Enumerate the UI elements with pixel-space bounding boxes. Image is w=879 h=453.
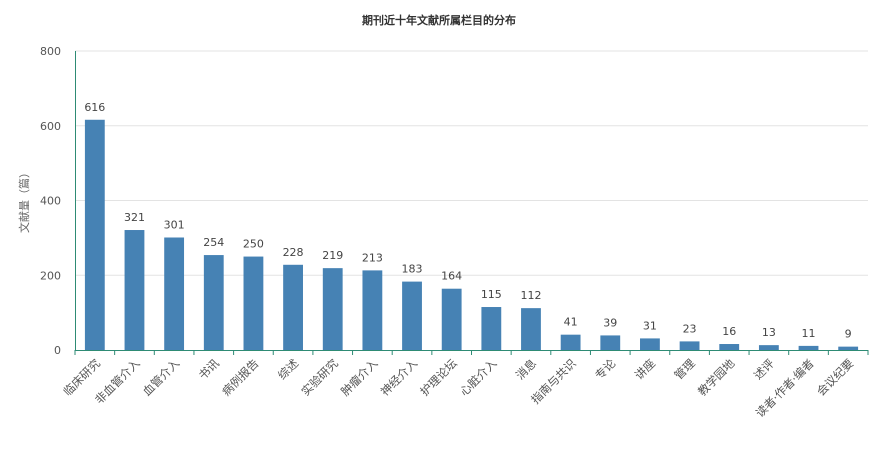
data-label: 41 (564, 316, 578, 329)
x-tick-label: 综述 (275, 356, 302, 383)
x-tick-label: 肿瘤介入 (338, 356, 381, 399)
x-tick-label: 神经介入 (378, 356, 421, 399)
y-tick-label: 200 (40, 269, 61, 282)
data-label: 228 (283, 246, 304, 259)
bar (441, 288, 462, 350)
x-tick-label: 血管介入 (140, 356, 183, 399)
chart-title: 期刊近十年文献所属栏目的分布 (362, 13, 516, 27)
data-label: 183 (402, 263, 423, 276)
data-label: 39 (603, 316, 617, 329)
data-label: 13 (762, 326, 776, 339)
bar (640, 338, 660, 350)
x-tick-label: 讲座 (632, 356, 658, 382)
y-tick-label: 400 (40, 195, 61, 208)
x-tick-label: 消息 (513, 356, 539, 382)
y-tick-label: 0 (54, 344, 61, 357)
data-labels: 616 321 301 254 250 228 219 213 183 164 115 112 41 39… (84, 101, 851, 341)
gridlines (75, 50, 868, 276)
y-tick-label: 600 (40, 120, 61, 133)
y-axis-label: 文献量（篇） (17, 167, 31, 233)
bar (362, 270, 383, 350)
data-label: 112 (520, 289, 541, 302)
data-label: 321 (124, 211, 145, 224)
bar (679, 341, 700, 350)
data-label: 31 (643, 319, 657, 332)
bar (798, 345, 819, 350)
data-label: 213 (362, 251, 383, 264)
bar (84, 119, 105, 351)
data-label: 164 (441, 270, 462, 283)
x-tick-label: 教学园地 (695, 356, 738, 399)
data-label: 115 (481, 288, 502, 301)
data-label: 250 (243, 238, 264, 251)
x-tick-label: 书讯 (196, 356, 223, 383)
data-label: 219 (322, 249, 343, 262)
x-tick-label: 专论 (592, 356, 619, 383)
x-tick-label: 会议纪要 (814, 356, 856, 398)
x-tick-label: 实验研究 (298, 356, 341, 399)
x-tick-label: 心脏介入 (457, 356, 500, 399)
bar (124, 230, 145, 350)
bar (521, 308, 541, 350)
x-tick-label: 护理论坛 (417, 356, 460, 399)
data-label: 254 (203, 236, 224, 249)
x-tick-label: 管理 (672, 356, 699, 383)
data-label: 23 (683, 322, 697, 335)
bar (481, 307, 502, 350)
bar (402, 281, 422, 350)
bar (719, 344, 740, 350)
y-tick-label: 800 (40, 45, 61, 58)
bar (838, 346, 859, 350)
bar (758, 345, 779, 350)
x-axis (74, 350, 869, 355)
x-tick-label: 述评 (751, 356, 778, 383)
bars (84, 119, 859, 351)
x-tick-label: 病例报告 (219, 356, 261, 398)
data-label: 11 (802, 327, 816, 340)
data-label: 301 (164, 219, 185, 232)
bar (164, 237, 185, 350)
bar (283, 264, 303, 350)
bar (600, 335, 621, 350)
bar (203, 255, 224, 350)
data-label: 16 (722, 325, 736, 338)
bar (322, 268, 343, 350)
data-label: 9 (845, 328, 852, 341)
bar (243, 256, 264, 350)
data-label: 616 (84, 101, 105, 114)
y-axis-ticks: 0 200 400 600 800 (40, 45, 61, 357)
bar (560, 334, 581, 350)
